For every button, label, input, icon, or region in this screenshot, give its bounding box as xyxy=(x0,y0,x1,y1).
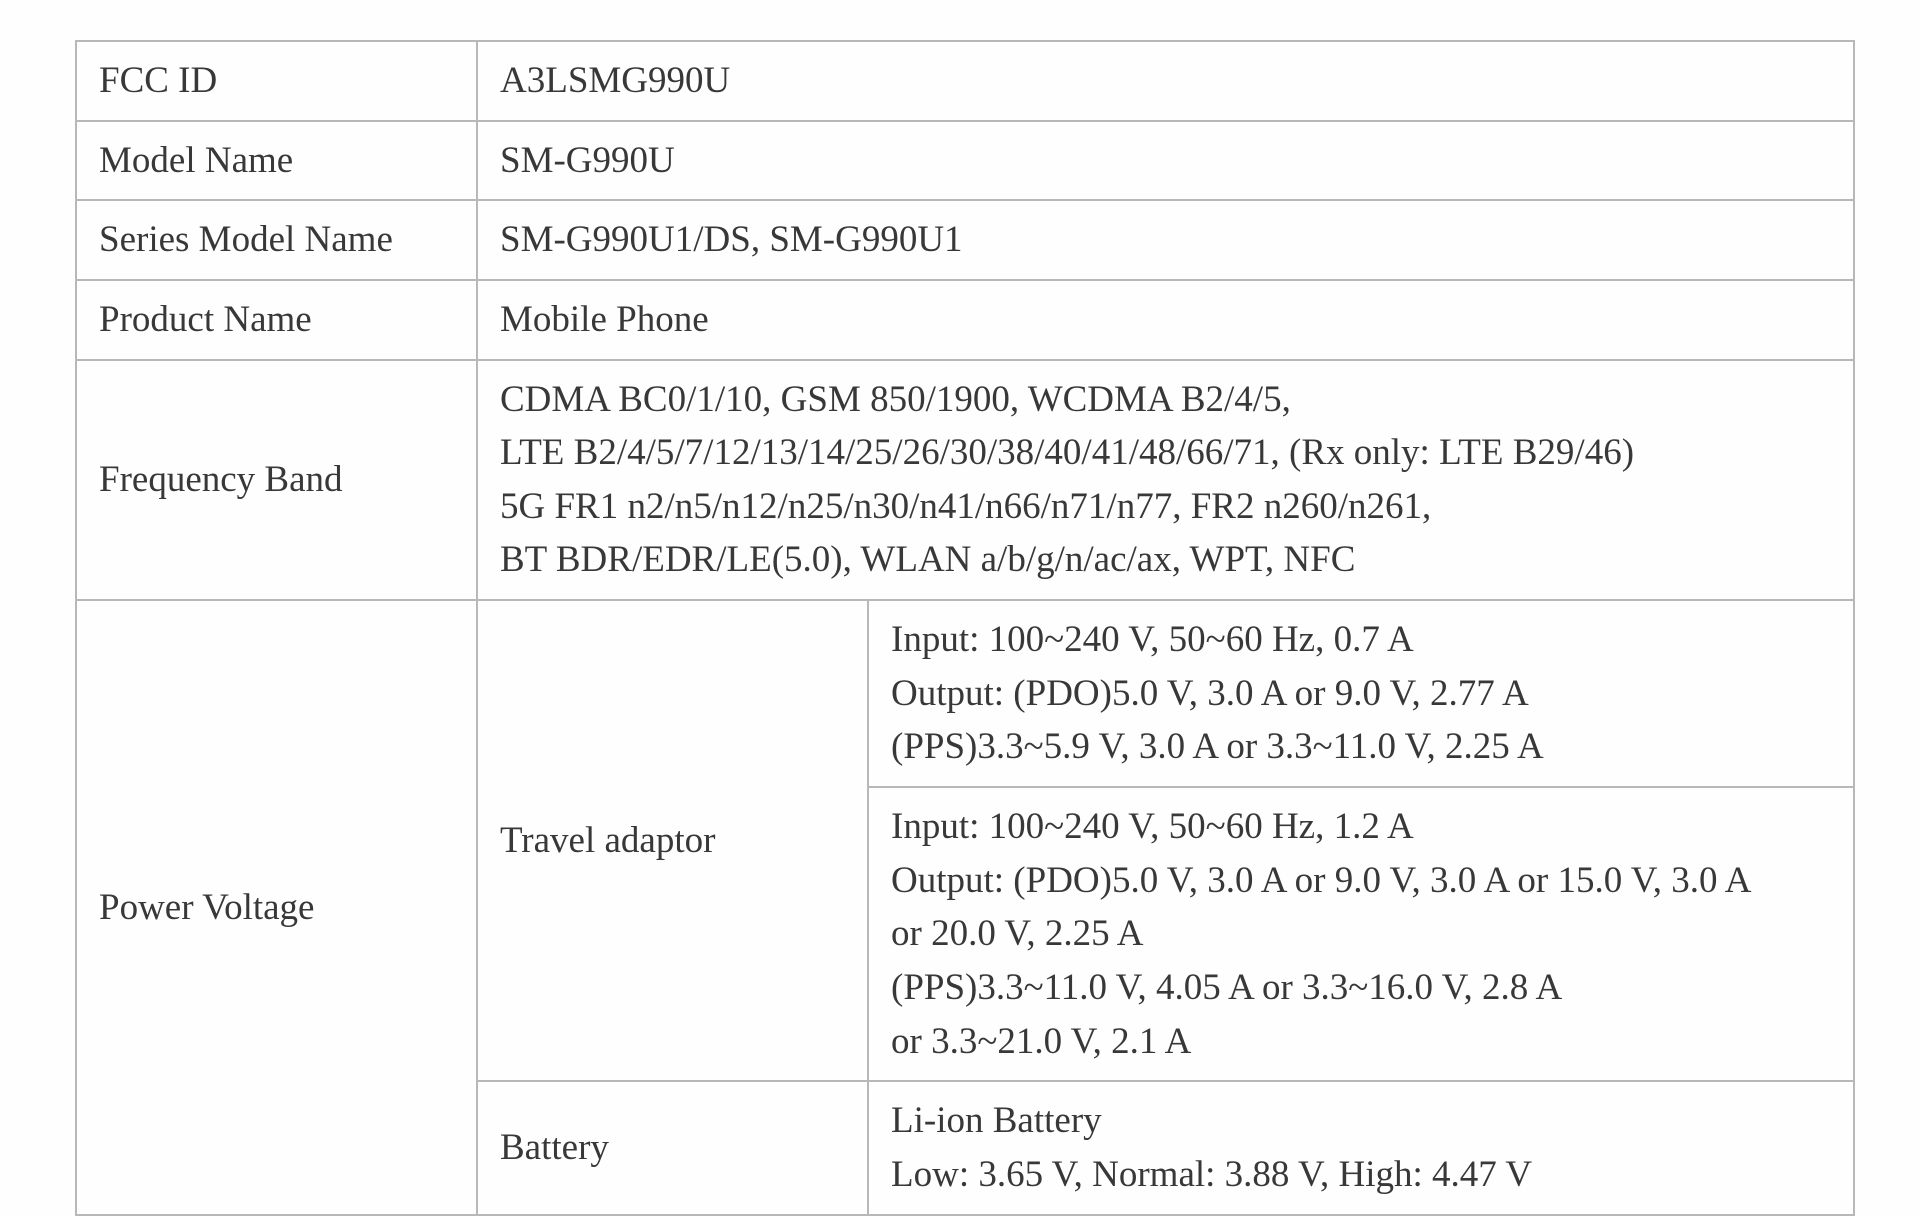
table-row: Frequency Band CDMA BC0/1/10, GSM 850/19… xyxy=(76,360,1854,601)
row-label-product-name: Product Name xyxy=(76,280,477,360)
sub-label-travel-adaptor: Travel adaptor xyxy=(477,600,868,1081)
row-value-series-model-name: SM-G990U1/DS, SM-G990U1 xyxy=(477,200,1854,280)
table-row: Series Model Name SM-G990U1/DS, SM-G990U… xyxy=(76,200,1854,280)
table-row: Power Voltage Travel adaptor Input: 100~… xyxy=(76,600,1854,787)
sub-label-battery: Battery xyxy=(477,1081,868,1214)
table-row: Product Name Mobile Phone xyxy=(76,280,1854,360)
row-value-product-name: Mobile Phone xyxy=(477,280,1854,360)
table-row: FCC ID A3LSMG990U xyxy=(76,41,1854,121)
row-value-model-name: SM-G990U xyxy=(477,121,1854,201)
table-row: Model Name SM-G990U xyxy=(76,121,1854,201)
row-value-frequency-band: CDMA BC0/1/10, GSM 850/1900, WCDMA B2/4/… xyxy=(477,360,1854,601)
row-label-power-voltage: Power Voltage xyxy=(76,600,477,1214)
row-label-series-model-name: Series Model Name xyxy=(76,200,477,280)
row-label-model-name: Model Name xyxy=(76,121,477,201)
row-label-frequency-band: Frequency Band xyxy=(76,360,477,601)
travel-adaptor-block-2: Input: 100~240 V, 50~60 Hz, 1.2 AOutput:… xyxy=(868,787,1854,1081)
travel-adaptor-block-1: Input: 100~240 V, 50~60 Hz, 0.7 AOutput:… xyxy=(868,600,1854,787)
spec-table: FCC ID A3LSMG990U Model Name SM-G990U Se… xyxy=(75,40,1855,1216)
row-label-fcc-id: FCC ID xyxy=(76,41,477,121)
row-value-fcc-id: A3LSMG990U xyxy=(477,41,1854,121)
battery-block: Li-ion BatteryLow: 3.65 V, Normal: 3.88 … xyxy=(868,1081,1854,1214)
